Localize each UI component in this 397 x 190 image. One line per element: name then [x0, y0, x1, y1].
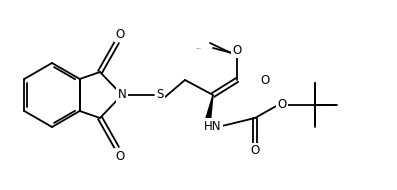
Text: HN: HN	[204, 120, 222, 132]
Text: O: O	[116, 28, 125, 40]
Text: O: O	[251, 145, 260, 158]
Polygon shape	[206, 95, 213, 120]
Text: O: O	[278, 98, 287, 112]
Text: O: O	[260, 74, 270, 86]
Text: O: O	[116, 150, 125, 162]
Text: S: S	[156, 89, 164, 101]
Text: N: N	[118, 89, 126, 101]
Text: methyl: methyl	[197, 47, 201, 49]
Text: O: O	[232, 44, 242, 56]
